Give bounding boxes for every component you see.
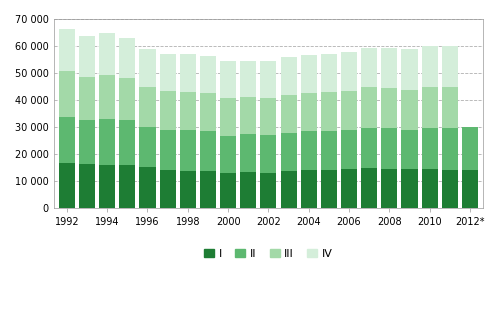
Bar: [139, 49, 155, 87]
Bar: [422, 169, 438, 208]
Bar: [79, 76, 95, 120]
Bar: [99, 119, 115, 165]
Bar: [401, 49, 418, 90]
Bar: [200, 56, 216, 92]
Bar: [59, 117, 75, 163]
Bar: [220, 173, 236, 208]
Bar: [361, 169, 377, 208]
Bar: [119, 120, 135, 165]
Bar: [321, 54, 337, 92]
Bar: [361, 87, 377, 128]
Bar: [301, 55, 317, 92]
Bar: [159, 91, 176, 130]
Bar: [361, 48, 377, 87]
Bar: [462, 127, 478, 170]
Bar: [139, 87, 155, 127]
Bar: [341, 169, 357, 208]
Bar: [180, 130, 196, 171]
Bar: [401, 130, 418, 169]
Bar: [381, 48, 397, 88]
Bar: [401, 90, 418, 130]
Bar: [321, 170, 337, 208]
Bar: [442, 46, 458, 87]
Bar: [381, 88, 397, 129]
Bar: [281, 171, 297, 208]
Bar: [422, 129, 438, 169]
Bar: [301, 92, 317, 131]
Bar: [180, 171, 196, 208]
Bar: [119, 78, 135, 120]
Bar: [381, 129, 397, 169]
Bar: [261, 61, 277, 98]
Bar: [261, 173, 277, 208]
Bar: [281, 57, 297, 95]
Bar: [281, 95, 297, 133]
Bar: [159, 170, 176, 208]
Bar: [442, 170, 458, 208]
Bar: [200, 131, 216, 171]
Bar: [59, 163, 75, 208]
Bar: [321, 92, 337, 131]
Bar: [301, 131, 317, 170]
Bar: [200, 171, 216, 208]
Bar: [59, 29, 75, 72]
Bar: [341, 91, 357, 130]
Bar: [240, 61, 257, 96]
Bar: [240, 172, 257, 208]
Bar: [119, 165, 135, 208]
Bar: [401, 169, 418, 208]
Bar: [462, 170, 478, 208]
Bar: [301, 170, 317, 208]
Bar: [281, 133, 297, 171]
Bar: [442, 87, 458, 129]
Bar: [240, 134, 257, 172]
Bar: [79, 120, 95, 164]
Bar: [220, 135, 236, 173]
Bar: [99, 75, 115, 119]
Bar: [361, 128, 377, 169]
Bar: [59, 72, 75, 117]
Bar: [79, 36, 95, 76]
Bar: [180, 92, 196, 130]
Bar: [159, 54, 176, 91]
Bar: [422, 87, 438, 129]
Bar: [220, 61, 236, 98]
Bar: [422, 46, 438, 87]
Bar: [139, 167, 155, 208]
Bar: [442, 129, 458, 170]
Bar: [99, 33, 115, 75]
Bar: [341, 52, 357, 91]
Bar: [139, 127, 155, 167]
Bar: [240, 96, 257, 134]
Bar: [79, 164, 95, 208]
Bar: [119, 38, 135, 78]
Bar: [220, 98, 236, 135]
Bar: [180, 54, 196, 92]
Legend: I, II, III, IV: I, II, III, IV: [200, 244, 337, 263]
Bar: [261, 98, 277, 135]
Bar: [321, 131, 337, 170]
Bar: [159, 130, 176, 170]
Bar: [381, 169, 397, 208]
Bar: [341, 130, 357, 169]
Bar: [200, 92, 216, 131]
Bar: [261, 135, 277, 173]
Bar: [99, 165, 115, 208]
